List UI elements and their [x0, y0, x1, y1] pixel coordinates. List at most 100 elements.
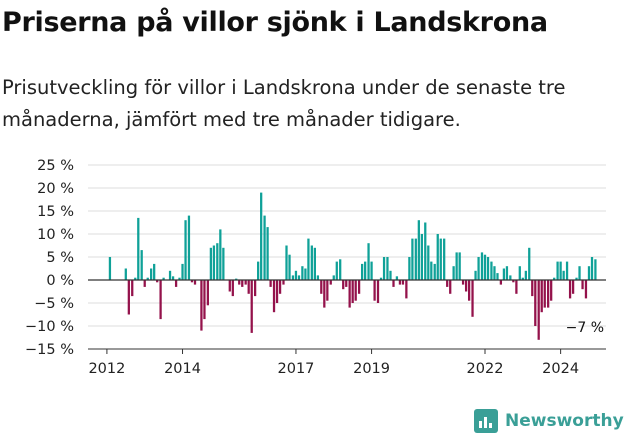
brand-name: Newsworthy: [505, 411, 624, 431]
bar: [565, 261, 569, 280]
chart-subtitle: Prisutveckling för villor i Landskrona u…: [2, 76, 566, 131]
bar: [464, 280, 468, 292]
bar: [534, 280, 537, 326]
bar: [414, 238, 417, 280]
bar: [398, 280, 402, 285]
bar: [200, 280, 203, 331]
bar: [257, 261, 260, 280]
x-tick-label: 2014: [164, 361, 201, 377]
bar: [326, 280, 329, 301]
bar: [439, 238, 442, 280]
bar: [140, 250, 143, 280]
bar: [260, 192, 263, 280]
bar: [373, 280, 376, 301]
bar: [313, 247, 316, 280]
bar: [339, 259, 342, 280]
bar: [379, 277, 383, 280]
bar: [584, 280, 588, 299]
bar-series: [108, 192, 597, 340]
bar: [408, 257, 411, 280]
bar: [568, 280, 572, 299]
bar: [594, 259, 597, 280]
bar: [562, 270, 565, 280]
bar: [235, 278, 238, 280]
bar: [486, 257, 490, 280]
bar: [153, 263, 156, 280]
bar: [480, 252, 484, 280]
bar: [382, 257, 386, 280]
bar: [505, 266, 509, 280]
bar: [540, 280, 543, 313]
bar: [124, 268, 127, 280]
y-axis-tick-labels: −15 % −10 % −5 % 0 % 5 % 10 % 15 % 20 % 25 %: [25, 158, 74, 358]
gridlines: [88, 164, 606, 350]
y-tick-label: 20 %: [37, 181, 74, 197]
bar: [184, 220, 187, 280]
bar: [282, 280, 285, 285]
bar: [360, 263, 364, 280]
bar: [518, 266, 521, 280]
bar: [127, 280, 130, 315]
bar: [150, 268, 153, 280]
bar: [547, 280, 550, 308]
bar: [370, 261, 373, 280]
bar: [187, 215, 191, 280]
bar: [587, 266, 591, 280]
y-tick-label: −15 %: [25, 342, 74, 358]
bar: [490, 261, 493, 280]
bar: [181, 263, 184, 280]
bar: [294, 270, 298, 280]
bar: [335, 261, 338, 280]
x-tick-label: 2022: [467, 361, 504, 377]
bar: [131, 280, 134, 297]
bar: [228, 280, 231, 292]
bar: [238, 280, 241, 285]
bar: [216, 243, 219, 280]
bar: [512, 280, 515, 283]
y-tick-label: 10 %: [37, 227, 74, 243]
bar: [219, 229, 222, 280]
bar: [285, 245, 288, 280]
bar: [244, 280, 247, 285]
bar: [556, 261, 559, 280]
x-tick-label: 2019: [353, 361, 390, 377]
bar: [455, 252, 458, 280]
bar: [575, 277, 578, 280]
bar: [376, 280, 380, 303]
bar: [190, 280, 194, 283]
bar: [332, 275, 335, 280]
newsworthy-brand: Newsworthy: [474, 406, 624, 436]
x-tick-label: 2024: [542, 361, 579, 377]
bar: [266, 227, 269, 280]
bar: [417, 220, 420, 280]
bar: [178, 277, 181, 280]
bar: [496, 273, 499, 280]
bar: [424, 222, 427, 280]
bar: [590, 257, 594, 280]
bar: [342, 280, 345, 290]
bar: [320, 280, 323, 294]
x-tick-label: 2017: [278, 361, 315, 377]
chart-title: Priserna på villor sjönk i Landskrona: [2, 7, 548, 38]
bar: [275, 280, 279, 303]
bar: [137, 217, 140, 280]
bar: [483, 254, 487, 280]
bar: [467, 280, 471, 301]
bar: [461, 280, 465, 285]
bar: [364, 261, 367, 280]
bar: [209, 247, 213, 280]
bar: [357, 280, 361, 294]
bar-chart-logo-icon: [474, 409, 498, 433]
bar: [231, 280, 234, 297]
bar: [156, 280, 159, 283]
x-axis: 2012 2014 2017 2019 2022 2024: [88, 279, 606, 377]
bar: [528, 247, 531, 280]
bar-chart: −15 % −10 % −5 % 0 % 5 % 10 % 15 % 20 % 25 % 201…: [25, 158, 606, 377]
bar: [162, 277, 165, 280]
bar: [203, 280, 206, 320]
last-value-label: −7 %: [566, 320, 604, 336]
bar: [134, 277, 137, 280]
bar: [348, 280, 351, 308]
bar: [411, 238, 414, 280]
bar: [452, 266, 455, 280]
